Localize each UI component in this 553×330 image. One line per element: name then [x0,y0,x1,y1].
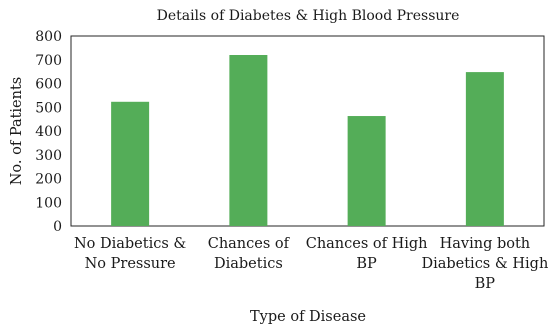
y-tick-label: 0 [53,219,62,235]
x-category-label: No Diabetics & No Pressure [74,236,186,272]
y-tick-label: 500 [35,100,62,116]
x-category-label: Chances of Diabetics [208,236,291,272]
plot-frame [70,35,545,227]
bar [347,116,386,226]
y-tick-label: 600 [35,77,62,93]
y-tick-label: 300 [35,148,62,164]
y-tick-label: 700 [35,53,62,69]
y-tick-label: 800 [35,29,62,45]
chart-title: Details of Diabetes & High Blood Pressur… [157,8,460,24]
y-tick-label: 100 [35,195,62,211]
bars [111,55,504,226]
bar [229,55,268,226]
x-axis-label: Type of Disease [250,309,366,325]
bar [111,101,150,226]
x-category-label: Having both Diabetics & High BP [421,236,548,292]
x-category-label: Chances of High BP [306,236,428,272]
y-axis-label: No. of Patients [9,77,25,186]
y-tick-label: 400 [35,124,62,140]
y-tick-label: 200 [35,172,62,188]
bar [465,72,504,226]
x-axis-category-labels: No Diabetics & No Pressure Chances of Diabe… [74,236,548,292]
y-axis-ticks: 0 100 200 300 400 500 600 700 800 [35,29,62,235]
